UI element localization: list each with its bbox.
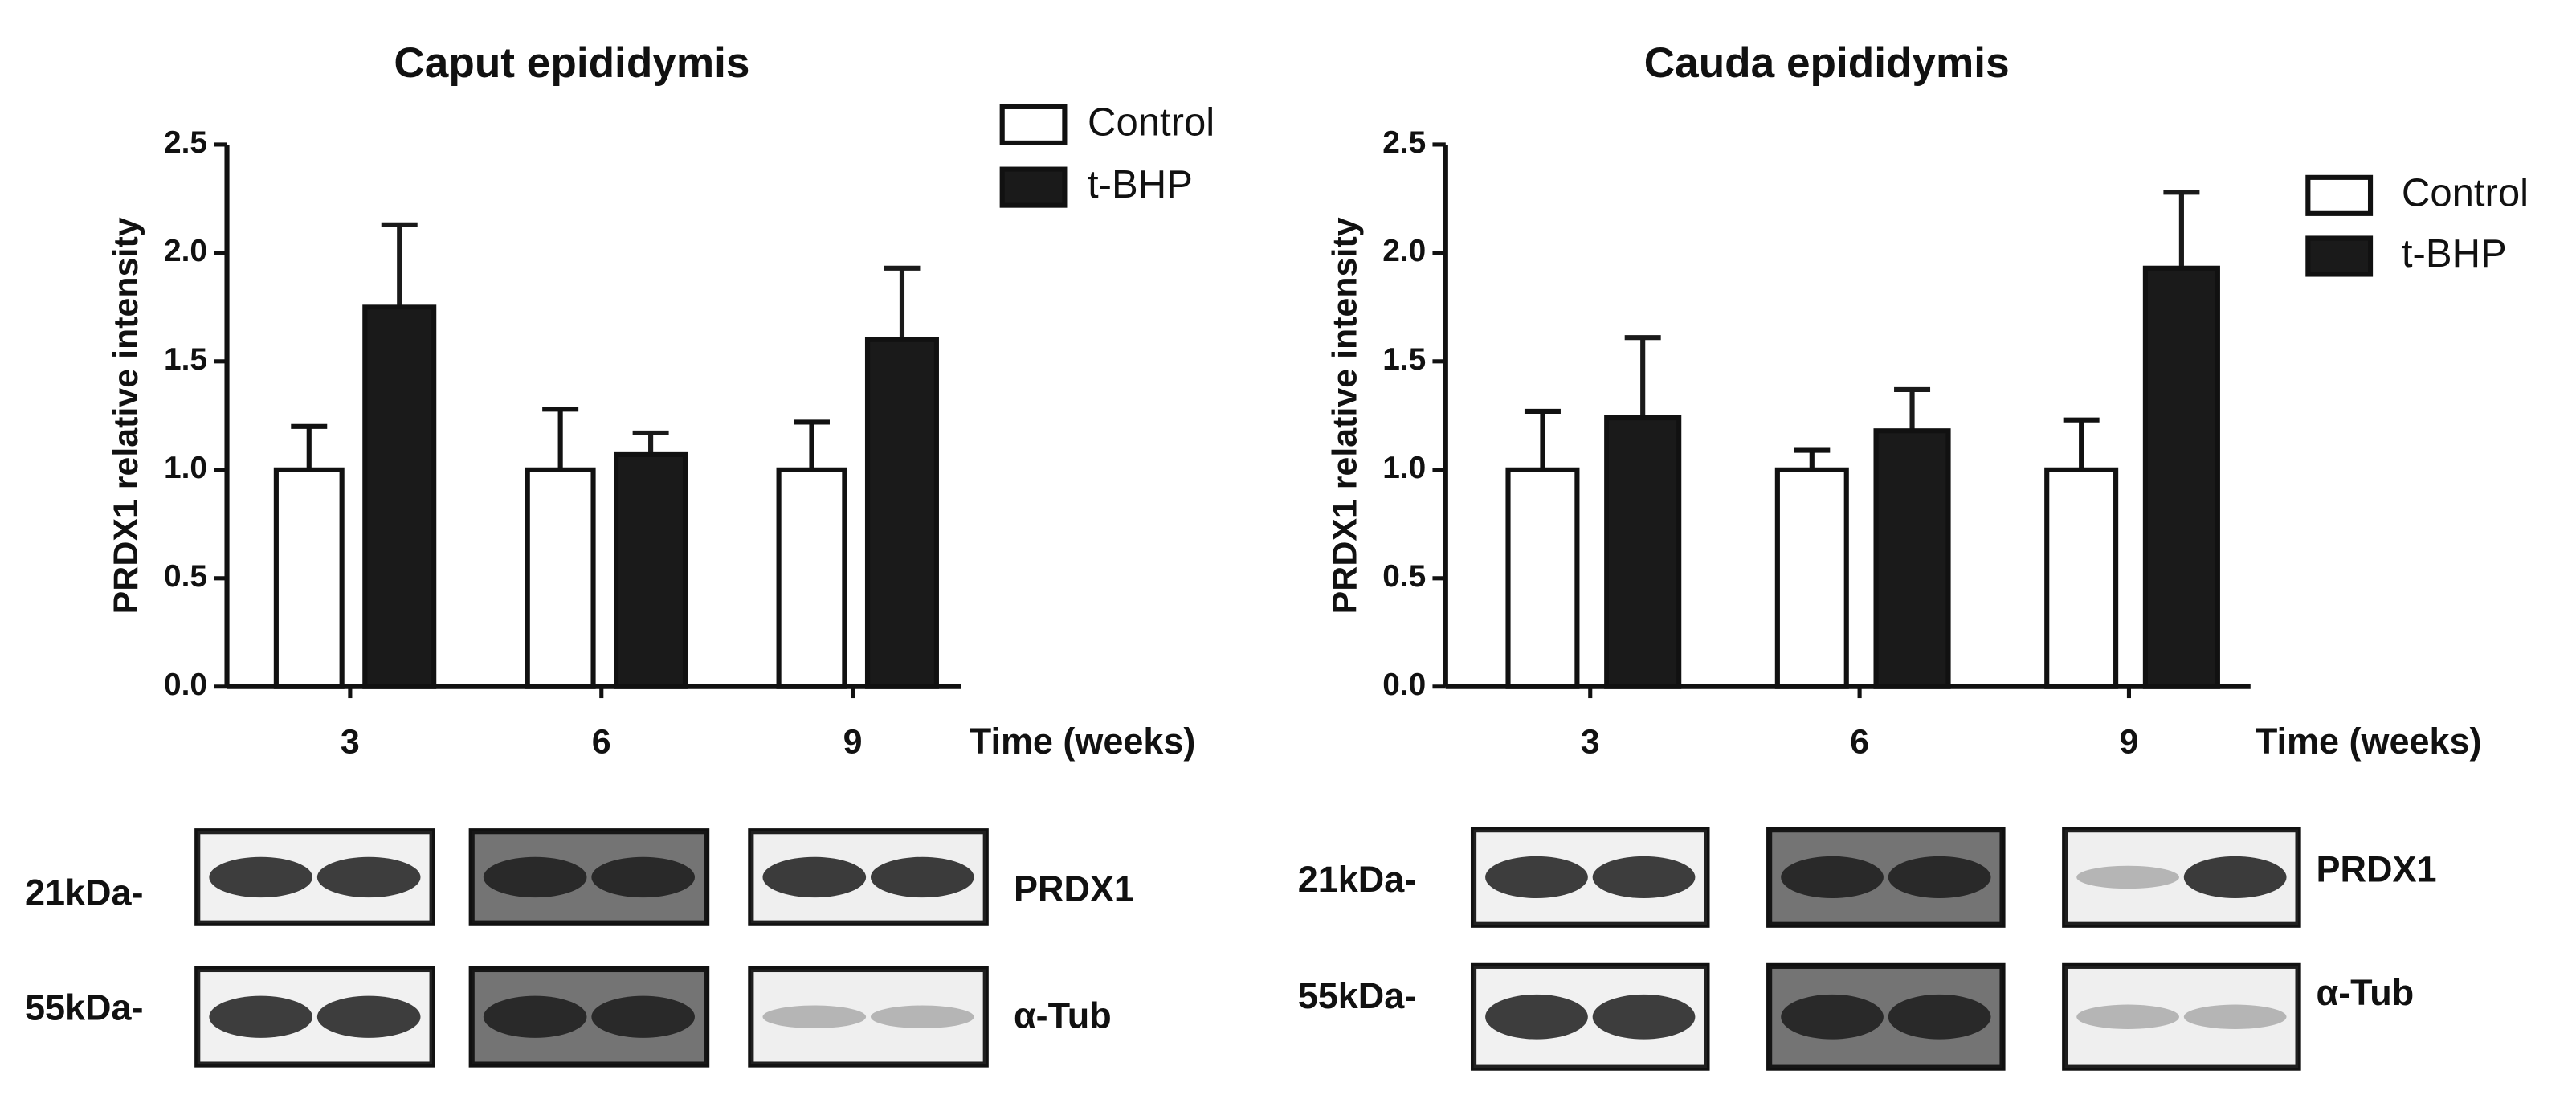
- blot-band: [1888, 994, 1991, 1040]
- blot-bg-tint: [1473, 829, 1707, 925]
- blot-protein-label: PRDX1: [1014, 868, 1134, 909]
- blot-protein-label: PRDX1: [2317, 849, 2437, 890]
- blot-band: [591, 995, 696, 1038]
- x-tick-label: 9: [2120, 723, 2139, 762]
- blot-band: [1485, 994, 1588, 1040]
- x-axis-label: Time (weeks): [2256, 721, 2482, 762]
- bar: [776, 467, 847, 689]
- blot-marker-label: 21kDa-: [1298, 859, 1417, 900]
- y-tick-label: 1.5: [1382, 342, 1426, 377]
- blot-band: [762, 1005, 867, 1028]
- x-tick-label: 9: [843, 723, 863, 762]
- blot-band: [1592, 994, 1696, 1040]
- blot-bg-tint: [2064, 829, 2299, 925]
- blot-band: [2183, 1004, 2287, 1029]
- blot-bg-tint: [750, 969, 986, 1065]
- blot-band: [483, 856, 587, 898]
- blot-band: [1592, 856, 1696, 899]
- y-axis-label: PRDX1 relative intensity: [107, 217, 145, 614]
- blot-marker-label: 55kDa-: [25, 987, 144, 1028]
- blot-bg-tint: [197, 831, 433, 924]
- blot-band: [2076, 1004, 2179, 1029]
- bar: [525, 467, 596, 689]
- y-tick-label: 2.0: [1382, 234, 1426, 268]
- y-tick-label: 0.0: [164, 668, 207, 702]
- bar: [864, 337, 939, 689]
- bar: [273, 467, 345, 689]
- blot-protein-label: α-Tub: [2317, 972, 2415, 1013]
- blot-marker-label: 55kDa-: [1298, 975, 1417, 1016]
- y-tick-label: 0.5: [164, 559, 207, 594]
- blot-bg-tint: [472, 831, 707, 924]
- legend-label: Control: [1088, 100, 1215, 144]
- legend-swatch: [999, 166, 1068, 208]
- blot-bg-tint: [472, 969, 707, 1065]
- legend-swatch: [999, 104, 1068, 145]
- blot-band: [870, 1005, 974, 1028]
- y-tick-label: 1.0: [164, 451, 207, 485]
- blot-bg-tint: [1769, 966, 2003, 1068]
- blot-band: [483, 995, 587, 1038]
- bar: [1505, 467, 1580, 689]
- legend-label: t-BHP: [2402, 232, 2507, 276]
- chart-title: Cauda epididymis: [1644, 39, 2010, 87]
- y-tick-label: 2.5: [164, 125, 207, 160]
- blot-bg-tint: [1769, 829, 2003, 925]
- blot-marker-label: 21kDa-: [25, 872, 144, 913]
- blot-band: [1888, 856, 1991, 899]
- legend-label: t-BHP: [1088, 163, 1193, 206]
- blot-band: [1781, 856, 1884, 899]
- y-tick-label: 0.5: [1382, 559, 1426, 594]
- blot-band: [870, 856, 974, 898]
- bar: [362, 304, 437, 689]
- blot-bg-tint: [750, 831, 986, 924]
- bar: [1873, 428, 1951, 689]
- y-tick-label: 2.0: [164, 234, 207, 268]
- blot-bg-tint: [197, 969, 433, 1065]
- legend-label: Control: [2402, 171, 2529, 214]
- x-tick-label: 6: [1850, 723, 1869, 762]
- legend-swatch: [2305, 174, 2374, 216]
- blot-band: [2076, 865, 2179, 889]
- y-tick-label: 0.0: [1382, 668, 1426, 702]
- bar: [614, 451, 688, 689]
- blot-band: [762, 856, 867, 898]
- chart-title: Caput epididymis: [394, 39, 749, 87]
- x-tick-label: 6: [592, 723, 611, 762]
- x-axis-label: Time (weeks): [970, 721, 1196, 762]
- legend-swatch: [2305, 235, 2374, 277]
- blot-band: [209, 995, 313, 1038]
- blot-band: [1781, 994, 1884, 1040]
- bar: [1604, 415, 1682, 689]
- bar: [1774, 467, 1849, 689]
- bar: [2142, 265, 2220, 689]
- blot-band: [2183, 856, 2287, 899]
- y-axis-label: PRDX1 relative intensity: [1325, 217, 1364, 614]
- x-tick-label: 3: [1581, 723, 1600, 762]
- y-tick-label: 2.5: [1382, 125, 1426, 160]
- blot-bg-tint: [2064, 966, 2299, 1068]
- y-tick-label: 1.0: [1382, 451, 1426, 485]
- blot-band: [316, 856, 421, 898]
- blot-bg-tint: [1473, 966, 1707, 1068]
- bar: [2044, 467, 2119, 689]
- blot-protein-label: α-Tub: [1014, 995, 1112, 1036]
- blot-band: [316, 995, 421, 1038]
- x-tick-label: 3: [341, 723, 360, 762]
- blot-band: [1485, 856, 1588, 899]
- blot-band: [591, 856, 696, 898]
- y-tick-label: 1.5: [164, 342, 207, 377]
- blot-band: [209, 856, 313, 898]
